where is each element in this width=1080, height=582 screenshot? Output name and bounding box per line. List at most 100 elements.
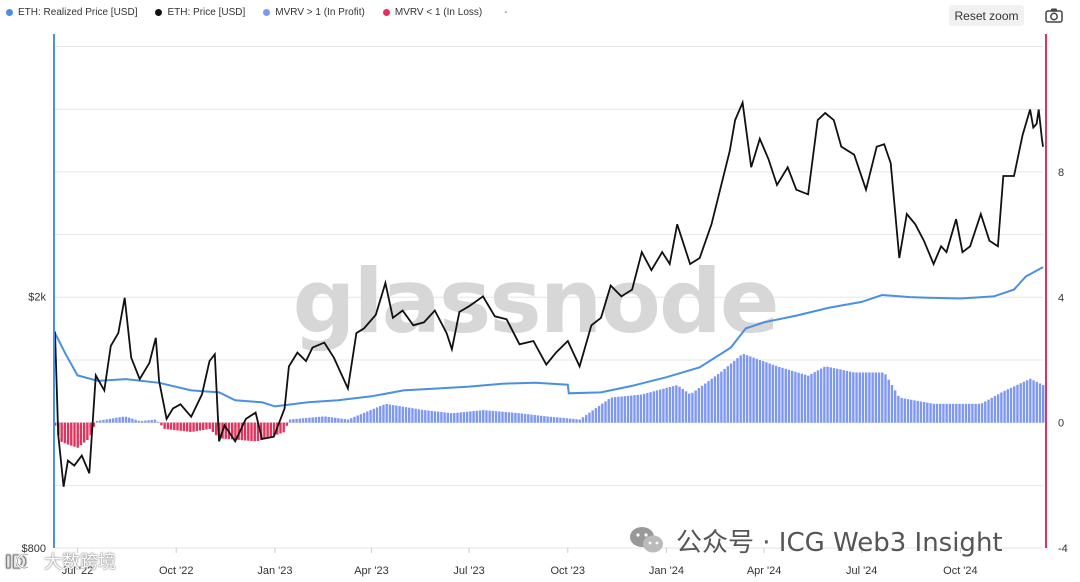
mvrv-profit-bar [562,417,565,423]
mvrv-loss-bar [169,422,173,430]
mvrv-loss-bar [76,422,79,448]
mvrv-profit-bar [369,410,372,423]
legend-item-realized-price[interactable]: ETH: Realized Price [USD] [6,7,137,18]
legend-item-in-loss[interactable]: MVRV < 1 (In Loss) [382,7,482,18]
mvrv-profit-bar [150,419,153,423]
mvrv-profit-bar [140,420,144,423]
mvrv-loss-bar [231,422,234,440]
mvrv-profit-bar [633,395,636,423]
mvrv-profit-bar [504,412,507,423]
mvrv-profit-bar [752,357,755,423]
cn-brand-text: 大数跨境 [44,552,116,573]
mvrv-profit-bar [774,365,778,423]
mvrv-profit-bar [839,369,842,423]
mvrv-profit-bar [675,385,678,423]
mvrv-profit-bar [144,420,147,423]
mvrv-profit-bar [408,407,411,423]
mvrv-profit-bar [990,397,993,423]
mvrv-profit-bar [736,358,739,423]
mvrv-profit-bar [1016,384,1019,423]
camera-icon[interactable] [1044,6,1064,24]
mvrv-profit-bar [585,414,588,423]
mvrv-profit-bar [559,417,562,423]
mvrv-profit-bar [443,412,446,423]
mvrv-profit-bar [420,409,424,423]
mvrv-loss-bar [198,422,202,431]
mvrv-loss-bar [63,422,67,444]
mvrv-loss-bar [73,422,76,447]
legend-label-in-profit: MVRV > 1 (In Profit) [275,6,365,18]
mvrv-profit-bar [765,362,768,423]
mvrv-profit-bar [655,390,659,423]
mvrv-profit-bar [517,413,520,423]
mvrv-profit-bar [726,366,730,423]
mvrv-loss-bar [272,422,276,436]
mvrv-profit-bar [974,403,977,423]
legend-item-in-profit[interactable]: MVRV > 1 (In Profit) [263,7,365,18]
mvrv-profit-bar [910,399,913,423]
mvrv-profit-bar [823,366,826,423]
mvrv-profit-bar [855,372,858,423]
mvrv-profit-bar [343,419,347,423]
x-tick-label: Jul '23 [453,565,484,577]
x-tick-label: Oct '22 [159,565,194,577]
mvrv-profit-bar [147,420,150,423]
x-tick-label: Jan '23 [257,565,292,577]
mvrv-profit-bar [134,419,137,423]
mvrv-profit-bar [131,418,134,423]
mvrv-profit-bar [292,419,295,423]
mvrv-profit-bar [391,405,395,423]
mvrv-profit-bar [491,410,495,423]
mvrv-loss-bar [243,422,247,441]
mvrv-profit-bar [984,401,987,423]
y-right-tick-label: 0 [1058,418,1064,430]
mvrv-profit-bar [346,419,350,423]
mvrv-loss-bar [160,422,163,426]
mvrv-profit-bar [105,419,108,423]
glassnode-watermark: glassnode [292,250,777,353]
price-line [54,99,1044,487]
mvrv-profit-bar [861,372,865,423]
mvrv-profit-bar [572,418,575,423]
mvrv-profit-bar [552,417,556,423]
mvrv-loss-bar [66,422,70,445]
mvrv-profit-bar [816,370,820,423]
mvrv-loss-bar [285,422,289,426]
mvrv-profit-bar [819,368,823,423]
mvrv-loss-bar [224,422,227,439]
mvrv-profit-bar [935,403,939,423]
mvrv-profit-bar [794,371,797,423]
reset-zoom-button[interactable]: Reset zoom [949,5,1024,26]
mvrv-profit-bar [646,393,649,423]
mvrv-profit-bar [929,403,932,423]
mvrv-profit-bar [700,385,704,423]
x-tick-label: Apr '24 [747,565,782,577]
mvrv-profit-bar [762,361,765,423]
mvrv-profit-bar [897,395,900,423]
legend-extra[interactable]: - [504,6,508,18]
mvrv-profit-bar [543,416,546,423]
mvrv-profit-bar [893,390,897,423]
mvrv-profit-bar [784,368,787,423]
mvrv-loss-bar [189,422,192,432]
mvrv-profit-bar [906,399,910,423]
realized-price-line [54,266,1044,408]
mvrv-profit-bar [597,405,601,423]
mvrv-profit-bar [578,419,581,423]
mvrv-loss-bar [79,422,83,446]
mvrv-profit-bar [1009,387,1013,423]
mvrv-loss-bar [269,422,273,437]
mvrv-profit-bar [626,395,630,423]
mvrv-profit-bar [687,393,691,423]
mvrv-profit-bar [942,403,945,423]
wechat-watermark-text: 公众号 · ICG Web3 Insight [676,527,1003,558]
legend-item-price[interactable]: ETH: Price [USD] [155,7,245,18]
mvrv-profit-bar [945,403,948,423]
mvrv-profit-bar [987,399,990,423]
mvrv-profit-bar [153,419,157,423]
mvrv-profit-bar [961,403,964,423]
y-right-tick-label: -4 [1058,543,1068,555]
mvrv-profit-bar [308,417,311,423]
mvrv-profit-bar [852,372,855,423]
